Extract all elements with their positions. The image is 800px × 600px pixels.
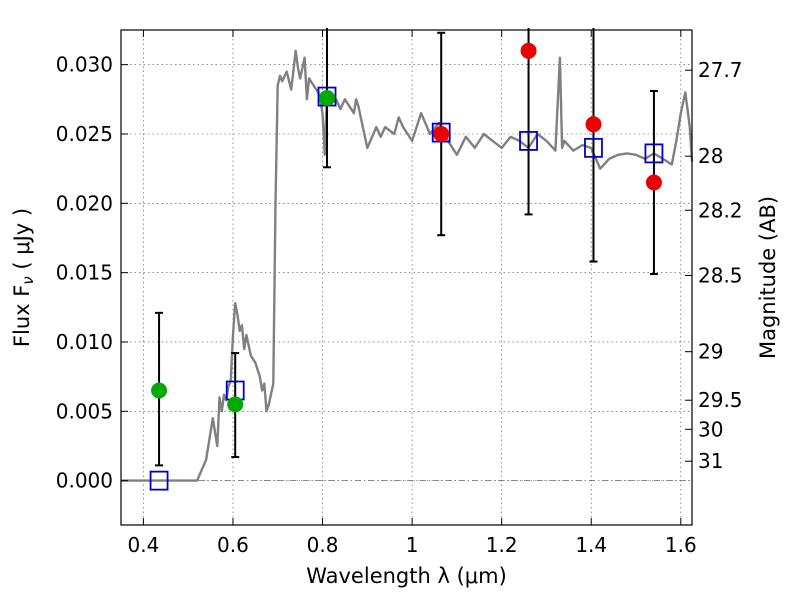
y2-tick-label: 27.7 [698, 58, 743, 82]
y2-tick-label: 29.5 [698, 388, 743, 412]
y-axis-label-subscript: ν [19, 276, 37, 284]
grid [121, 30, 692, 525]
x-axis-label: Wavelength λ (μm) [306, 564, 507, 588]
tick-layer: 0.4 0.6 0.8 1 1.2 1.4 1.6 0.000 0.005 0.010 0.015 0… [56, 30, 743, 557]
y-tick-label: 0.010 [56, 330, 113, 354]
photometry-square-marker [644, 143, 664, 164]
x-tick-label: 1.2 [486, 533, 518, 557]
y-tick-label: 0.020 [56, 191, 113, 215]
x-tick-label: 1.6 [665, 533, 697, 557]
flux-circle-marker [520, 42, 537, 59]
y-tick-label: 0.005 [56, 399, 113, 423]
x-tick-label: 1 [406, 533, 419, 557]
y-tick-label: 0.000 [56, 469, 113, 493]
flux-circle-marker [645, 174, 662, 191]
series-layer [121, 28, 694, 491]
y-tick-label: 0.025 [56, 122, 113, 146]
y-tick-label: 0.015 [56, 261, 113, 285]
y-axis-label: Flux Fν ( μJy ) [10, 208, 37, 347]
spectrum-line [121, 49, 694, 482]
x-tick-label: 1.4 [575, 533, 607, 557]
flux-circle-marker [319, 89, 336, 106]
photometry-square-marker [519, 131, 538, 151]
y2-tick-label: 30 [698, 417, 723, 441]
photometry-square-marker [584, 137, 603, 158]
flux-circle-marker [227, 396, 244, 413]
flux-circle-marker [585, 116, 602, 133]
y2-tick-label: 28.5 [698, 263, 743, 287]
flux-circle-marker [433, 125, 450, 142]
flux-circle-marker [151, 382, 168, 399]
plot-frame [120, 29, 693, 526]
x-tick-label: 0.4 [127, 533, 159, 557]
y-axis-label-unit: ( μJy ) [10, 208, 34, 276]
y2-tick-label: 28.2 [698, 198, 743, 222]
photometry-square-marker [149, 470, 169, 491]
y2-tick-label: 29 [698, 340, 723, 364]
x-tick-label: 0.8 [307, 533, 339, 557]
x-tick-label: 0.6 [217, 533, 249, 557]
y2-axis-label: Magnitude (AB) [756, 196, 780, 359]
y2-tick-label: 28 [698, 144, 723, 168]
y-axis-label-main: Flux F [10, 285, 34, 347]
y-tick-label: 0.030 [56, 53, 113, 77]
y2-tick-label: 31 [698, 449, 723, 473]
